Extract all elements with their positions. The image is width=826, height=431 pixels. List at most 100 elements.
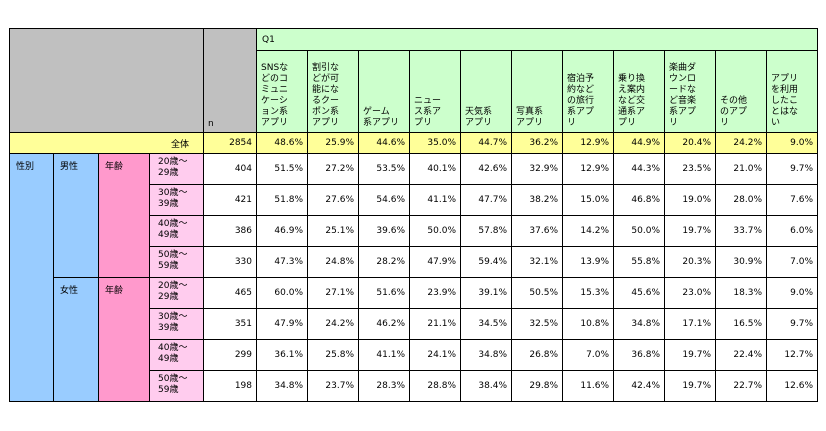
text-line: ードな <box>669 85 697 95</box>
total-value: 25.9% <box>307 132 359 154</box>
percent-value: 6.0% <box>766 215 818 247</box>
text-line: ョン系 <box>261 107 289 117</box>
column-header: アプリ を利用 したこ とはない <box>766 50 818 133</box>
text-line: え案内 <box>618 85 646 95</box>
text-line: 50歳～ <box>158 250 188 260</box>
text-line: ど音楽 <box>669 96 697 106</box>
percent-value: 19.7% <box>664 215 716 247</box>
text-line: 59歳 <box>158 261 179 271</box>
total-value: 24.2% <box>715 132 767 154</box>
text-line: リ <box>567 118 577 128</box>
percent-value: 12.6% <box>766 370 818 402</box>
percent-value: 7.6% <box>766 184 818 216</box>
percent-value: 38.4% <box>460 370 512 402</box>
column-header: 宿泊予 約など の旅行 系アプリ <box>562 50 614 133</box>
percent-value: 27.2% <box>307 153 359 185</box>
percent-value: 39.1% <box>460 277 512 309</box>
text-line: るクー <box>312 96 340 106</box>
percent-value: 19.7% <box>664 339 716 371</box>
total-row: 全体 2854 48.6% 25.9% 44.6% 35.0% 44.7% 36.2% 12.9… <box>9 132 818 154</box>
percent-value: 18.3% <box>715 277 767 309</box>
n-value: 421 <box>203 184 257 216</box>
total-value: 12.9% <box>562 132 614 154</box>
percent-value: 32.5% <box>511 308 563 340</box>
percent-value: 16.5% <box>715 308 767 340</box>
total-value: 36.2% <box>511 132 563 154</box>
text-line: 29歳 <box>158 292 179 302</box>
percent-value: 15.0% <box>562 184 614 216</box>
text-line: 20歳～ <box>158 281 188 291</box>
column-header: 天気系 アプリ <box>460 50 512 133</box>
text-line: アプリ <box>465 118 493 128</box>
percent-value: 28.0% <box>715 184 767 216</box>
percent-value: 53.5% <box>358 153 410 185</box>
percent-value: 47.9% <box>409 246 461 278</box>
header-row-question: n Q1 <box>9 28 818 133</box>
percent-value: 40.1% <box>409 153 461 185</box>
question-label: Q1 <box>262 34 275 45</box>
column-header: ゲーム 系アプリ <box>358 50 410 133</box>
question-header: Q1 <box>256 28 818 51</box>
seibetsu-cell: 性別 <box>9 153 54 402</box>
percent-value: 34.8% <box>256 370 308 402</box>
percent-value: 42.6% <box>460 153 512 185</box>
percent-value: 22.7% <box>715 370 767 402</box>
total-label: 全体 <box>9 132 204 154</box>
total-value: 44.7% <box>460 132 512 154</box>
corner-cell <box>9 28 204 133</box>
percent-value: 23.0% <box>664 277 716 309</box>
text-line: プリ <box>618 118 637 128</box>
percent-value: 23.9% <box>409 277 461 309</box>
percent-value: 14.2% <box>562 215 614 247</box>
percent-value: 9.7% <box>766 308 818 340</box>
percent-value: 15.3% <box>562 277 614 309</box>
n-header: n <box>203 28 257 133</box>
percent-value: 46.2% <box>358 308 410 340</box>
total-value: 44.9% <box>613 132 665 154</box>
percent-value: 44.3% <box>613 153 665 185</box>
percent-value: 12.7% <box>766 339 818 371</box>
percent-value: 51.6% <box>358 277 410 309</box>
data-row: 40歳～ 49歳 299 36.1% 25.8% 41.1% 24.1% 34.8% 26.8%… <box>10 339 818 371</box>
text-line: のアプ <box>720 107 748 117</box>
text-line: したこ <box>771 96 799 106</box>
percent-value: 7.0% <box>562 339 614 371</box>
text-line: 宿泊予 <box>567 74 595 84</box>
percent-value: 21.1% <box>409 308 461 340</box>
text-line: 約など <box>567 85 595 95</box>
text-line: 30歳～ <box>158 188 188 198</box>
percent-value: 11.6% <box>562 370 614 402</box>
percent-value: 21.0% <box>715 153 767 185</box>
nenrei-label: 年齢 <box>105 162 124 172</box>
percent-value: 38.2% <box>511 184 563 216</box>
text-line: ウンロ <box>669 74 697 84</box>
text-line: を利用 <box>771 85 799 95</box>
text-line: ミュニ <box>261 85 289 95</box>
text-line: など交 <box>618 96 646 106</box>
percent-value: 9.7% <box>766 153 818 185</box>
text-line: 39歳 <box>158 199 179 209</box>
percent-value: 32.1% <box>511 246 563 278</box>
n-value: 198 <box>203 370 257 402</box>
percent-value: 34.5% <box>460 308 512 340</box>
percent-value: 27.1% <box>307 277 359 309</box>
text-line: ケーシ <box>261 96 288 106</box>
percent-value: 26.8% <box>511 339 563 371</box>
percent-value: 29.8% <box>511 370 563 402</box>
text-line: 49歳 <box>158 354 179 364</box>
percent-value: 37.6% <box>511 215 563 247</box>
age-cell: 20歳～ 29歳 <box>149 153 204 185</box>
percent-value: 50.0% <box>409 215 461 247</box>
text-line: どが可 <box>312 74 340 84</box>
percent-value: 12.9% <box>562 153 614 185</box>
column-header: 楽曲ダ ウンロ ードな ど音楽 系アプリ <box>664 50 716 133</box>
percent-value: 17.1% <box>664 308 716 340</box>
age-cell: 30歳～ 39歳 <box>149 308 204 340</box>
text-line: どのコ <box>261 74 289 84</box>
percent-value: 23.5% <box>664 153 716 185</box>
text-line: 30歳～ <box>158 312 188 322</box>
n-value: 330 <box>203 246 257 278</box>
percent-value: 51.8% <box>256 184 308 216</box>
survey-results-table: n Q1 SNSな どのコ ミュニ ケーシ ョン系 アプリ 割引な どが可 能にな るクー ポン系 アプリ… <box>9 28 818 402</box>
percent-value: 47.3% <box>256 246 308 278</box>
